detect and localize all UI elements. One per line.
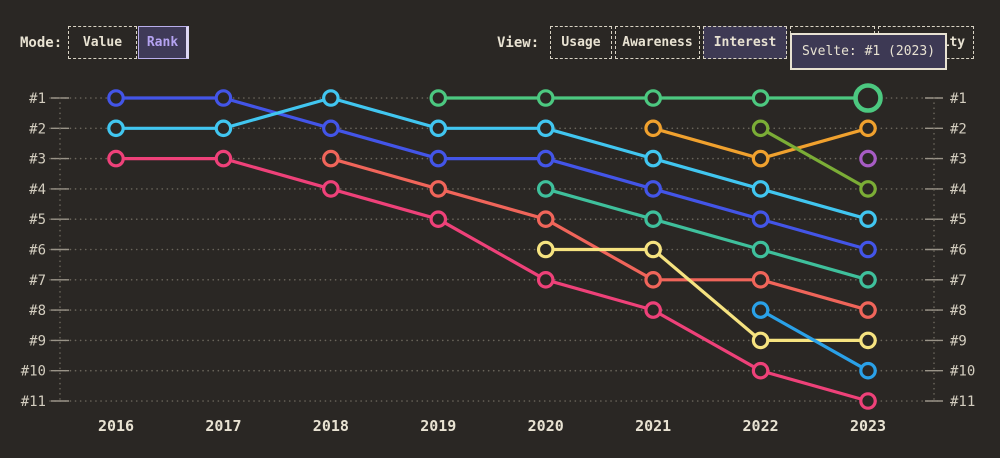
view-option-awareness[interactable]: Awareness xyxy=(615,26,700,59)
data-point-bright-blue[interactable] xyxy=(751,301,770,319)
data-point-teal[interactable] xyxy=(644,210,662,228)
data-point-salmon[interactable] xyxy=(751,270,770,289)
data-point-cyan[interactable] xyxy=(322,89,340,107)
data-point-yellow[interactable] xyxy=(751,331,770,350)
y-axis-label-left: #9 xyxy=(29,333,46,349)
data-point-royal-blue[interactable] xyxy=(214,89,233,107)
data-point-highlighted-svelte-green[interactable] xyxy=(853,83,883,113)
data-point-pink[interactable] xyxy=(214,149,233,168)
data-point-pink[interactable] xyxy=(859,392,877,410)
x-axis-label: 2019 xyxy=(420,417,456,435)
tooltip-text: Svelte: #1 (2023) xyxy=(801,44,936,59)
data-point-yellow[interactable] xyxy=(536,240,555,259)
view-option-usage[interactable]: Usage xyxy=(550,26,612,59)
y-axis-label-left: #8 xyxy=(29,303,46,319)
series-line-pink xyxy=(114,157,870,403)
y-axis-label-right: #5 xyxy=(950,212,967,228)
y-axis-label-right: #8 xyxy=(950,303,967,319)
y-axis-label-right: #10 xyxy=(950,364,975,380)
data-point-svelte-green[interactable] xyxy=(751,89,770,107)
series-line-bright-blue xyxy=(758,308,870,373)
data-point-pink[interactable] xyxy=(429,210,448,228)
data-point-salmon[interactable] xyxy=(859,301,877,319)
y-axis-label-right: #7 xyxy=(950,273,967,289)
data-point-cyan[interactable] xyxy=(644,149,662,168)
data-point-pink[interactable] xyxy=(536,270,555,289)
y-axis-label-right: #6 xyxy=(950,243,967,259)
data-point-orange[interactable] xyxy=(751,149,770,168)
y-axis-label-right: #1 xyxy=(950,91,967,107)
data-point-yellow[interactable] xyxy=(859,331,877,350)
data-point-svelte-green[interactable] xyxy=(429,89,448,107)
y-axis-label-right: #11 xyxy=(950,394,975,410)
data-point-salmon[interactable] xyxy=(429,180,448,198)
y-axis-label-left: #7 xyxy=(29,273,46,289)
data-point-royal-blue[interactable] xyxy=(859,240,877,259)
y-axis-label-left: #10 xyxy=(21,364,46,380)
series-line-royal-blue xyxy=(114,96,870,252)
data-point-olive-green[interactable] xyxy=(859,180,877,198)
x-axis-label: 2020 xyxy=(528,417,564,435)
data-point-salmon[interactable] xyxy=(536,210,555,228)
x-axis-label: 2016 xyxy=(98,417,134,435)
series-line-olive-green xyxy=(758,126,870,191)
y-axis-label-left: #2 xyxy=(29,121,46,137)
data-point-cyan[interactable] xyxy=(429,119,448,138)
y-axis-label-right: #2 xyxy=(950,121,967,137)
tooltip: Svelte: #1 (2023) xyxy=(790,33,947,70)
x-axis-label: 2021 xyxy=(635,417,671,435)
y-axis-label-left: #4 xyxy=(29,182,46,198)
data-point-cyan[interactable] xyxy=(107,119,125,138)
data-point-cyan[interactable] xyxy=(536,119,555,138)
data-point-royal-blue[interactable] xyxy=(536,149,555,168)
view-option-interest[interactable]: Interest xyxy=(703,26,787,59)
data-point-olive-green[interactable] xyxy=(751,119,770,138)
data-point-purple[interactable] xyxy=(859,149,877,168)
data-point-royal-blue[interactable] xyxy=(322,119,340,138)
data-point-royal-blue[interactable] xyxy=(429,149,448,168)
y-axis-label-left: #6 xyxy=(29,243,46,259)
data-point-salmon[interactable] xyxy=(322,149,340,168)
data-point-cyan[interactable] xyxy=(751,180,770,198)
data-point-pink[interactable] xyxy=(322,180,340,198)
data-point-salmon[interactable] xyxy=(644,270,662,289)
mode-option-rank[interactable]: Rank xyxy=(138,26,189,59)
data-point-cyan[interactable] xyxy=(859,210,877,228)
data-point-pink[interactable] xyxy=(751,361,770,380)
data-point-yellow[interactable] xyxy=(644,240,662,259)
y-axis-label-left: #1 xyxy=(29,91,46,107)
data-point-pink[interactable] xyxy=(644,301,662,319)
y-axis-label-left: #11 xyxy=(21,394,46,410)
data-point-orange[interactable] xyxy=(859,119,877,138)
y-axis-label-left: #5 xyxy=(29,212,46,228)
series-line-teal xyxy=(544,187,870,282)
y-axis-label-left: #3 xyxy=(29,152,46,168)
data-point-royal-blue[interactable] xyxy=(751,210,770,228)
mode-label: Mode: xyxy=(20,35,63,51)
data-point-bright-blue[interactable] xyxy=(859,361,877,380)
mode-option-value[interactable]: Value xyxy=(68,26,137,59)
data-point-pink[interactable] xyxy=(107,149,125,168)
data-point-svelte-green[interactable] xyxy=(644,89,662,107)
x-axis-label: 2023 xyxy=(850,417,886,435)
y-axis-label-right: #9 xyxy=(950,333,967,349)
data-point-royal-blue[interactable] xyxy=(644,180,662,198)
data-point-teal[interactable] xyxy=(751,240,770,259)
view-label: View: xyxy=(497,35,540,51)
data-point-cyan[interactable] xyxy=(214,119,233,138)
data-point-royal-blue[interactable] xyxy=(107,89,125,107)
series-line-cyan xyxy=(114,96,870,221)
series-line-salmon xyxy=(329,157,870,312)
data-point-teal[interactable] xyxy=(859,270,877,289)
x-axis-label: 2018 xyxy=(313,417,349,435)
data-point-svelte-green[interactable] xyxy=(536,89,555,107)
y-axis-label-right: #4 xyxy=(950,182,967,198)
x-axis-label: 2017 xyxy=(205,417,241,435)
data-point-teal[interactable] xyxy=(536,180,555,198)
x-axis-label: 2022 xyxy=(743,417,779,435)
y-axis-label-right: #3 xyxy=(950,152,967,168)
data-point-orange[interactable] xyxy=(644,119,662,138)
